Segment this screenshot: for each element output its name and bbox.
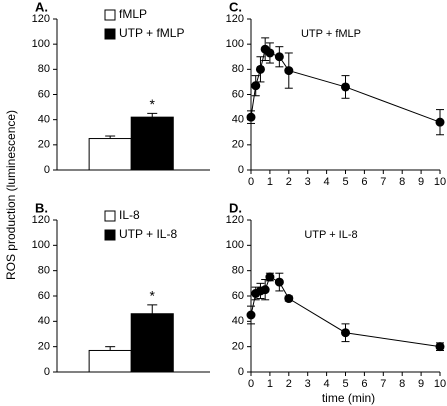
legend-swatch: [104, 9, 116, 21]
point: [260, 285, 270, 295]
legend-label: UTP + IL-8: [119, 227, 177, 241]
y-tick-label: 40: [232, 114, 244, 126]
y-tick-label: 100: [32, 38, 50, 50]
x-tick-label: 7: [380, 176, 386, 188]
panel-label: A.: [35, 0, 48, 14]
y-tick-label: 40: [232, 315, 244, 327]
point: [341, 328, 350, 338]
x-tick-label: 5: [342, 176, 348, 188]
x-tick-label: 2: [286, 176, 292, 188]
point: [246, 310, 256, 320]
y-axis-label: ROS production (luminescence): [4, 110, 18, 280]
x-tick-label: 1: [267, 378, 273, 390]
legend-swatch: [104, 210, 116, 222]
x-tick-label: 0: [248, 176, 254, 188]
x-tick-label: 2: [286, 378, 292, 390]
annotation: *: [150, 288, 156, 304]
point: [435, 117, 445, 127]
x-tick-label: 3: [305, 176, 311, 188]
x-tick-label: 6: [361, 378, 367, 390]
y-tick-label: 60: [38, 88, 50, 100]
y-tick-label: 60: [38, 290, 50, 302]
x-tick-label: 4: [324, 176, 330, 188]
x-tick-label: 10: [434, 378, 446, 390]
y-tick-label: 60: [232, 88, 244, 100]
y-tick-label: 20: [38, 341, 50, 353]
point: [341, 82, 350, 92]
point: [274, 52, 284, 62]
annotation: UTP + IL-8: [304, 229, 357, 241]
legend-swatch: [104, 28, 116, 40]
panel-label: B.: [35, 200, 48, 215]
y-tick-label: 40: [38, 114, 50, 126]
panel-label: C.: [229, 0, 242, 14]
x-tick-label: 8: [399, 378, 405, 390]
point: [284, 66, 294, 76]
y-tick-label: 120: [32, 214, 50, 226]
y-tick-label: 20: [38, 139, 50, 151]
x-axis-label: time (min): [322, 391, 375, 405]
point: [274, 277, 284, 287]
x-tick-label: 10: [434, 176, 446, 188]
annotation: *: [150, 96, 156, 112]
y-tick-label: 80: [232, 63, 244, 75]
y-tick-label: 0: [44, 164, 50, 176]
point: [255, 64, 265, 74]
y-tick-label: 40: [38, 315, 50, 327]
y-tick-label: 100: [226, 239, 244, 251]
y-tick-label: 80: [38, 63, 50, 75]
legend-label: IL-8: [119, 208, 140, 222]
panel-label: D.: [229, 200, 242, 215]
y-tick-label: 120: [32, 13, 50, 25]
y-tick-label: 0: [238, 164, 244, 176]
bar: [130, 116, 174, 171]
y-tick-label: 100: [226, 38, 244, 50]
y-tick-label: 80: [232, 265, 244, 277]
x-tick-label: 8: [399, 176, 405, 188]
x-tick-label: 4: [324, 378, 330, 390]
y-tick-label: 20: [232, 341, 244, 353]
y-tick-label: 0: [44, 366, 50, 378]
legend-label: UTP + fMLP: [119, 26, 184, 40]
legend-label: fMLP: [119, 7, 147, 21]
x-tick-label: 7: [380, 378, 386, 390]
x-tick-label: 9: [418, 176, 424, 188]
y-tick-label: 80: [38, 265, 50, 277]
x-tick-label: 5: [342, 378, 348, 390]
point: [251, 81, 261, 91]
bar: [88, 138, 132, 171]
x-tick-label: 6: [361, 176, 367, 188]
annotation: UTP + fMLP: [301, 28, 361, 40]
point: [435, 342, 445, 352]
point: [265, 48, 275, 58]
y-tick-label: 100: [32, 239, 50, 251]
x-tick-label: 0: [248, 378, 254, 390]
y-tick-label: 120: [226, 13, 244, 25]
y-tick-label: 120: [226, 214, 244, 226]
bar: [130, 313, 174, 373]
y-tick-label: 0: [238, 366, 244, 378]
point: [265, 272, 275, 282]
point: [246, 112, 256, 122]
x-tick-label: 3: [305, 378, 311, 390]
bar: [88, 349, 132, 373]
y-tick-label: 20: [232, 139, 244, 151]
legend-swatch: [104, 229, 116, 241]
point: [284, 294, 294, 304]
y-tick-label: 60: [232, 290, 244, 302]
x-tick-label: 1: [267, 176, 273, 188]
x-tick-label: 9: [418, 378, 424, 390]
